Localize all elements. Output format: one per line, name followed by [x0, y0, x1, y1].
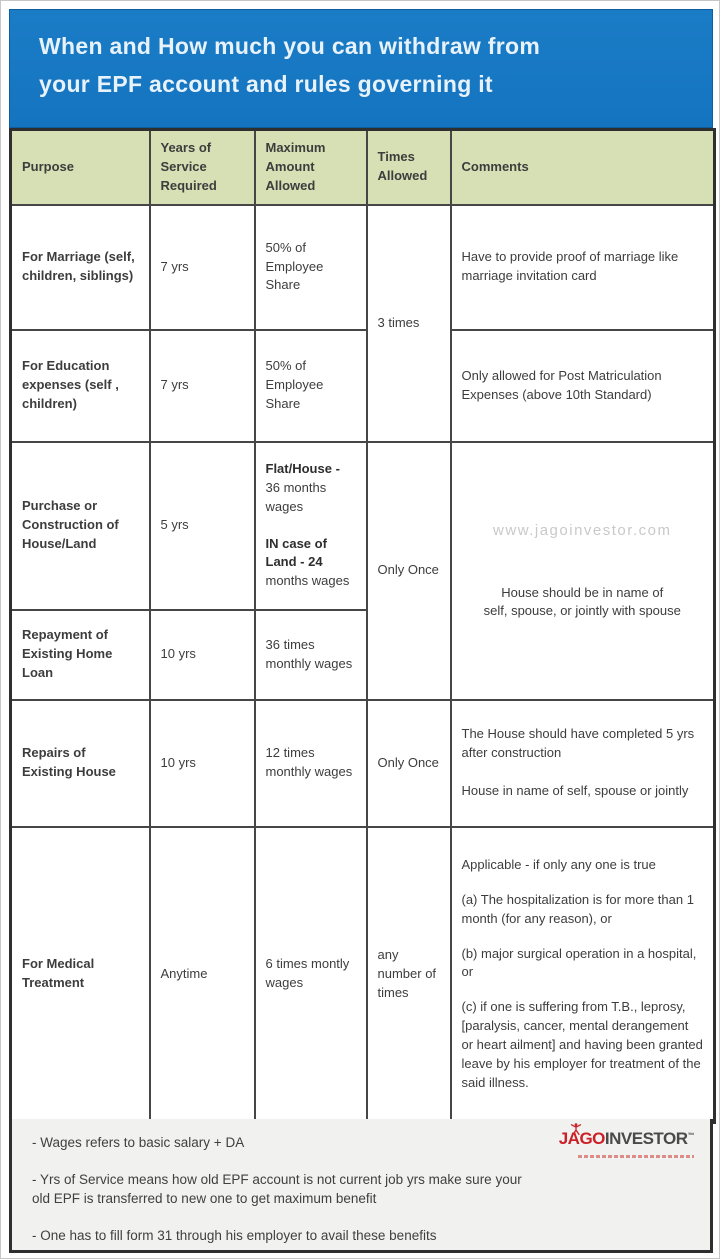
- medical-comment-cell: Applicable - if only any one is true (a)…: [449, 825, 716, 1124]
- house-purchase-purpose: Purchase or Construction of House/Land: [9, 440, 151, 611]
- education-amount: 50% of Employee Share: [253, 328, 368, 443]
- footer-notes-panel: - Wages refers to basic salary + DA - Yr…: [9, 1119, 713, 1253]
- education-purpose: For Education expenses (self , children): [9, 328, 151, 443]
- title-line-1: When and How much you can withdraw from: [39, 33, 541, 59]
- jagoinvestor-logo: JAGOINVESTOR™: [558, 1123, 695, 1161]
- repairs-times: Only Once: [365, 698, 452, 828]
- title-line-2: your EPF account and rules governing it: [39, 71, 493, 97]
- house-name-comment: House should be in name of self, spouse,…: [483, 584, 681, 619]
- note-service: - Yrs of Service means how old EPF accou…: [32, 1171, 522, 1207]
- repairs-comment: The House should have completed 5 yrs af…: [449, 698, 716, 828]
- repairs-purpose: Repairs of Existing House: [9, 698, 151, 828]
- header-times-allowed: Times Allowed: [365, 128, 452, 206]
- jagoinvestor-watermark: www.jagoinvestor.com: [493, 521, 672, 539]
- house-purchase-amount: Flat/House - 36 months wages IN case of …: [253, 440, 368, 611]
- table-row: For Education expenses (self , children)…: [9, 328, 716, 443]
- header-max-amount: Maximum Amount Allowed: [253, 128, 368, 206]
- table-row: For Marriage (self, children, siblings) …: [9, 203, 716, 443]
- header-purpose: Purpose: [9, 128, 151, 206]
- medical-amount: 6 times montly wages: [253, 825, 368, 1124]
- amount-land: IN case of Land - 24 months wages: [265, 535, 350, 589]
- repairs-amount: 12 times monthly wages: [253, 698, 368, 828]
- logo-text-jago: JAGO: [558, 1129, 606, 1148]
- education-years: 7 yrs: [148, 328, 256, 443]
- home-loan-years: 10 yrs: [148, 608, 256, 701]
- education-comment: Only allowed for Post Matriculation Expe…: [449, 328, 716, 443]
- note-form31: - One has to fill form 31 through his em…: [32, 1227, 437, 1243]
- marriage-years: 7 yrs: [148, 203, 256, 331]
- table-row: For Medical Treatment Anytime 6 times mo…: [9, 825, 716, 1124]
- logo-text-investor: INVESTOR: [604, 1129, 688, 1148]
- medical-comment-a: (a) The hospitalization is for more than…: [461, 891, 694, 926]
- header-years-required: Years of Service Required: [148, 128, 256, 206]
- medical-comment-c: (c) if one is suffering from T.B., lepro…: [461, 999, 703, 1090]
- header-comments: Comments: [449, 128, 716, 206]
- table-row: Repairs of Existing House 10 yrs 12 time…: [9, 698, 716, 828]
- logo-tagline-strip: [578, 1155, 694, 1158]
- medical-years: Anytime: [148, 825, 256, 1124]
- table-row: Repayment of Existing Home Loan 10 yrs 3…: [9, 608, 715, 701]
- medical-comment-intro: Applicable - if only any one is true: [461, 857, 656, 873]
- note-wages: - Wages refers to basic salary + DA: [32, 1135, 245, 1150]
- medical-comment-b: (b) major surgical operation in a hospit…: [461, 945, 697, 980]
- jumping-person-icon: [570, 1123, 581, 1135]
- repairs-years: 10 yrs: [148, 698, 256, 828]
- house-times: Only Once: [365, 440, 452, 701]
- table-row: Purchase or Construction of House/Land 5…: [9, 440, 716, 701]
- medical-times: any number of times: [365, 825, 452, 1124]
- marriage-education-times: 3 times: [365, 203, 452, 443]
- house-purchase-years: 5 yrs: [148, 440, 256, 611]
- logo-trademark: ™: [687, 1132, 695, 1140]
- marriage-purpose: For Marriage (self, children, siblings): [9, 203, 151, 331]
- epf-withdrawal-table: Purpose Years of Service Required Maximu…: [9, 128, 716, 1125]
- title-banner: When and How much you can withdraw from …: [9, 9, 713, 128]
- amount-flat-house: Flat/House - 36 months wages: [265, 461, 340, 514]
- home-loan-purpose: Repayment of Existing Home Loan: [9, 608, 151, 701]
- marriage-comment: Have to provide proof of marriage like m…: [449, 203, 716, 331]
- marriage-amount: 50% of Employee Share: [253, 203, 368, 331]
- medical-purpose: For Medical Treatment: [9, 825, 151, 1124]
- home-loan-amount: 36 times monthly wages: [253, 608, 368, 701]
- table-header-row: Purpose Years of Service Required Maximu…: [9, 128, 716, 206]
- house-comment-cell: www.jagoinvestor.com House should be in …: [449, 440, 716, 701]
